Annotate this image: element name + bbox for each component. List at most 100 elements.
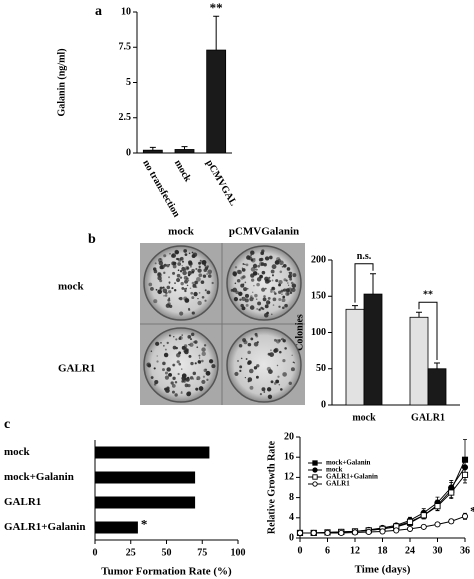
- x-tick-label: 18: [378, 545, 388, 556]
- colony: [179, 311, 184, 316]
- colony: [168, 373, 173, 377]
- colony: [265, 256, 270, 261]
- y-tick-label: 4: [289, 512, 294, 523]
- colony: [261, 387, 266, 392]
- x-tick-label: 30: [433, 545, 443, 556]
- colony: [180, 281, 184, 286]
- x-tick-label: 75: [197, 547, 207, 558]
- y-axis-label: Galanin (ng/ml): [56, 48, 67, 116]
- panel-label: b: [88, 232, 96, 247]
- colony: [198, 273, 203, 278]
- colony: [291, 283, 297, 288]
- colony: [150, 376, 154, 379]
- colony: [278, 305, 281, 308]
- colony: [179, 296, 183, 301]
- colony: [158, 260, 164, 266]
- colony: [207, 274, 212, 278]
- bar: [345, 308, 365, 406]
- colony: [261, 270, 266, 275]
- colony: [283, 278, 287, 282]
- colony: [250, 295, 253, 298]
- colony: [244, 263, 246, 266]
- colony: [270, 380, 274, 384]
- colony: [280, 338, 283, 341]
- colony: [148, 282, 153, 287]
- point: [324, 529, 331, 537]
- colony: [195, 267, 198, 270]
- colony: [188, 354, 192, 358]
- colony: [281, 293, 283, 295]
- colony: [175, 338, 178, 341]
- colony: [282, 263, 287, 268]
- colony: [190, 291, 194, 295]
- colony: [183, 275, 188, 280]
- colony: [195, 387, 199, 391]
- colony: [197, 300, 202, 306]
- colony: [201, 347, 206, 352]
- bar: [174, 149, 195, 154]
- colony: [278, 260, 284, 266]
- colony: [289, 271, 293, 275]
- x-tick-label: 6: [325, 545, 330, 556]
- colony: [278, 339, 281, 342]
- colony: [192, 378, 195, 380]
- colony: [172, 345, 177, 350]
- x-tick-label: mock: [172, 158, 193, 184]
- x-tick-label: 12: [350, 545, 360, 556]
- x-tick-label: 100: [231, 547, 246, 558]
- colony: [146, 362, 151, 367]
- colony: [239, 369, 242, 372]
- y-tick-label: 200: [311, 254, 326, 265]
- y-tick-label: 16: [284, 451, 294, 462]
- colony: [235, 290, 239, 295]
- panel-label: c: [4, 417, 10, 432]
- colony: [201, 260, 207, 265]
- colony: [245, 263, 249, 267]
- colony: [249, 305, 255, 310]
- colony: [193, 340, 198, 344]
- colony: [181, 265, 183, 267]
- colony: [173, 336, 175, 338]
- bar: [95, 521, 138, 534]
- colony: [191, 281, 195, 285]
- colony: [237, 360, 239, 362]
- colony: [269, 280, 272, 282]
- colony: [247, 342, 252, 347]
- colony: [207, 269, 212, 275]
- colony: [191, 251, 194, 254]
- colony: [199, 259, 202, 262]
- colony: [198, 386, 204, 391]
- colony: [242, 338, 247, 342]
- colony: [256, 269, 258, 271]
- image-row-label: mock: [58, 281, 85, 293]
- colony: [271, 286, 275, 290]
- colony: [244, 281, 247, 284]
- colony: [246, 287, 249, 290]
- colony: [278, 283, 281, 287]
- colony: [273, 290, 276, 293]
- colony: [204, 289, 207, 292]
- colony: [191, 332, 195, 337]
- colony: [157, 275, 162, 281]
- colony: [195, 286, 198, 289]
- colony: [181, 376, 187, 381]
- colony: [177, 262, 182, 266]
- colony: [258, 308, 261, 311]
- bar: [95, 446, 210, 459]
- colony: [255, 298, 258, 300]
- x-tick-label: GALR1: [411, 412, 445, 423]
- colony: [204, 299, 207, 302]
- colony: [270, 290, 273, 293]
- colony: [196, 276, 201, 282]
- colony: [166, 285, 171, 290]
- colony: [188, 260, 193, 265]
- point: [312, 474, 318, 480]
- colony: [244, 376, 247, 379]
- colony: [211, 364, 216, 369]
- petri-dish: [143, 327, 219, 403]
- colony: [192, 341, 195, 343]
- colony: [234, 371, 239, 376]
- colony: [202, 274, 207, 278]
- colony: [244, 298, 249, 303]
- colony: [252, 291, 254, 293]
